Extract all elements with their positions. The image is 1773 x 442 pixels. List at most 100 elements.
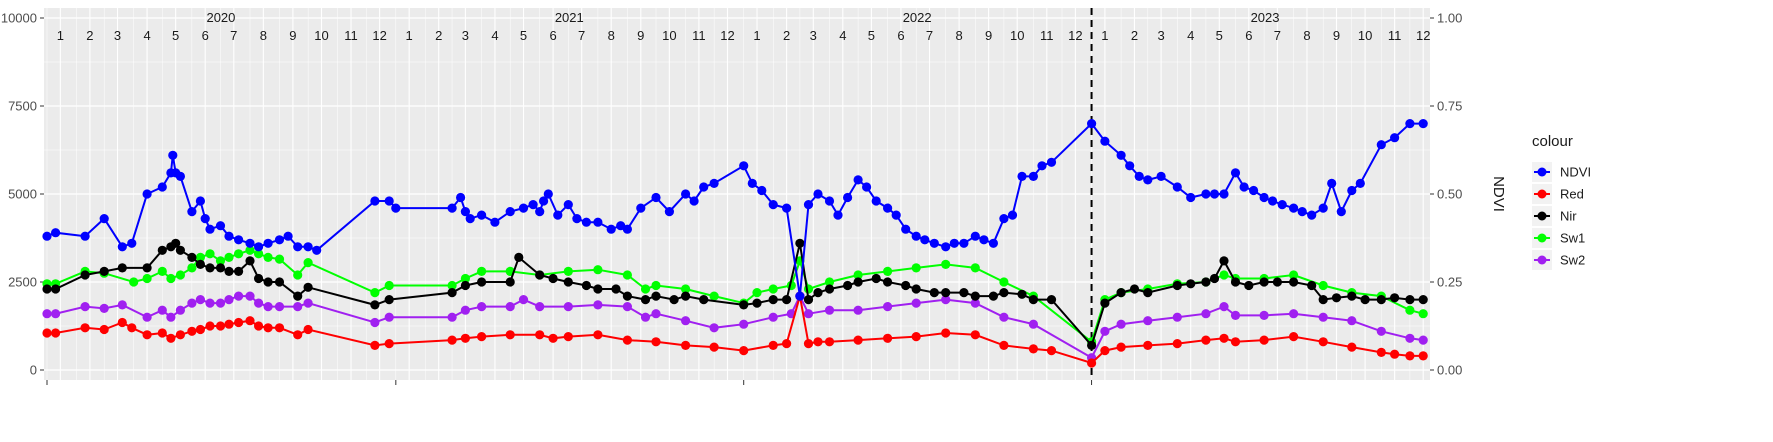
data-point-red <box>117 317 127 328</box>
month-label: 1 <box>1101 28 1108 43</box>
data-point-nir <box>224 266 234 276</box>
data-point-nir <box>1272 277 1282 287</box>
data-point-sw2 <box>1116 319 1126 329</box>
month-label: 10 <box>1010 28 1024 43</box>
month-label: 2 <box>435 28 442 43</box>
data-point-nir <box>460 280 470 291</box>
data-point-sw1 <box>709 291 719 301</box>
year-label: 2023 <box>1251 10 1280 25</box>
data-point-ndvi <box>949 238 959 248</box>
series-ndvi <box>42 119 1428 301</box>
month-label: 6 <box>549 28 556 43</box>
data-point-ndvi <box>709 178 719 188</box>
data-point-sw1 <box>1418 309 1428 319</box>
data-point-nir <box>563 277 573 287</box>
data-point-nir <box>1347 291 1357 301</box>
data-point-ndvi <box>465 214 475 224</box>
data-point-red <box>127 323 137 333</box>
data-point-red <box>166 333 176 343</box>
data-point-red <box>80 323 90 333</box>
data-point-nir <box>1230 277 1241 287</box>
data-point-sw1 <box>274 254 285 264</box>
data-point-nir <box>1376 295 1386 305</box>
data-point-sw2 <box>157 305 167 315</box>
data-point-ndvi <box>929 238 939 248</box>
data-point-sw1 <box>1289 270 1299 280</box>
data-point-red <box>157 328 167 338</box>
data-point-sw2 <box>205 298 215 308</box>
month-label: 6 <box>897 28 904 43</box>
data-point-nir <box>1331 293 1342 303</box>
data-point-red <box>99 324 109 335</box>
data-point-ndvi <box>911 231 921 241</box>
legend-label: Nir <box>1560 209 1577 224</box>
data-point-nir <box>611 284 621 294</box>
data-point-nir <box>205 263 215 273</box>
data-point-nir <box>813 288 823 298</box>
data-point-ndvi <box>1125 161 1135 171</box>
data-point-ndvi <box>1156 171 1166 181</box>
data-point-sw1 <box>157 266 167 276</box>
data-point-ndvi <box>553 210 563 220</box>
data-point-ndvi <box>843 192 853 203</box>
legend-key-point <box>1537 211 1547 221</box>
month-label: 5 <box>172 28 179 43</box>
month-label: 2 <box>86 28 93 43</box>
data-point-red <box>1172 339 1182 349</box>
data-point-sw1 <box>187 263 197 273</box>
month-label: 5 <box>868 28 875 43</box>
data-point-nir <box>370 300 380 310</box>
month-label: 8 <box>608 28 615 43</box>
data-point-nir <box>824 284 835 294</box>
data-point-ndvi <box>142 189 152 199</box>
data-point-sw1 <box>970 263 980 273</box>
data-point-sw2 <box>224 295 234 305</box>
data-point-ndvi <box>1116 150 1126 160</box>
data-point-ndvi <box>1376 140 1386 150</box>
data-point-nir <box>1028 295 1038 305</box>
legend-key-point <box>1537 189 1547 199</box>
data-point-ndvi <box>293 242 303 252</box>
data-point-ndvi <box>699 182 709 192</box>
data-point-sw2 <box>824 305 835 315</box>
legend-key-point <box>1537 233 1547 243</box>
data-point-nir <box>970 291 980 301</box>
data-point-red <box>824 337 835 347</box>
data-point-ndvi <box>941 242 951 252</box>
data-point-ndvi <box>1307 210 1317 220</box>
data-point-nir <box>1172 280 1182 291</box>
data-point-nir <box>999 288 1009 298</box>
y-left-tick-label: 0 <box>30 363 37 378</box>
legend-label: Red <box>1560 187 1584 202</box>
data-point-nir <box>739 300 749 310</box>
data-point-ndvi <box>853 175 863 185</box>
data-point-ndvi <box>757 185 767 196</box>
data-point-red <box>1028 344 1038 354</box>
data-point-ndvi <box>1277 200 1287 210</box>
data-point-sw1 <box>999 277 1009 287</box>
data-point-red <box>1347 342 1357 352</box>
data-point-sw2 <box>384 312 394 322</box>
data-point-nir <box>477 277 487 287</box>
data-point-ndvi <box>518 203 529 213</box>
data-point-ndvi <box>1046 157 1057 167</box>
data-point-nir <box>651 291 661 301</box>
month-label: 2 <box>783 28 790 43</box>
series-red <box>42 291 1428 368</box>
data-point-nir <box>911 284 921 294</box>
data-point-sw1 <box>593 265 603 275</box>
legend: colour NDVI Red Nir Sw1 Sw2 <box>1532 133 1591 270</box>
data-point-nir <box>171 238 181 248</box>
data-point-red <box>370 340 380 350</box>
data-point-nir <box>535 270 545 280</box>
data-point-sw1 <box>941 259 951 269</box>
data-point-red <box>1087 358 1097 368</box>
data-point-ndvi <box>168 150 178 160</box>
data-point-ndvi <box>1100 136 1110 146</box>
data-point-sw2 <box>768 312 778 322</box>
data-point-nir <box>234 266 244 276</box>
data-point-nir <box>505 277 515 287</box>
data-point-nir <box>142 263 152 273</box>
data-point-sw2 <box>215 298 226 308</box>
y-right-tick-label: 0.75 <box>1437 99 1462 114</box>
